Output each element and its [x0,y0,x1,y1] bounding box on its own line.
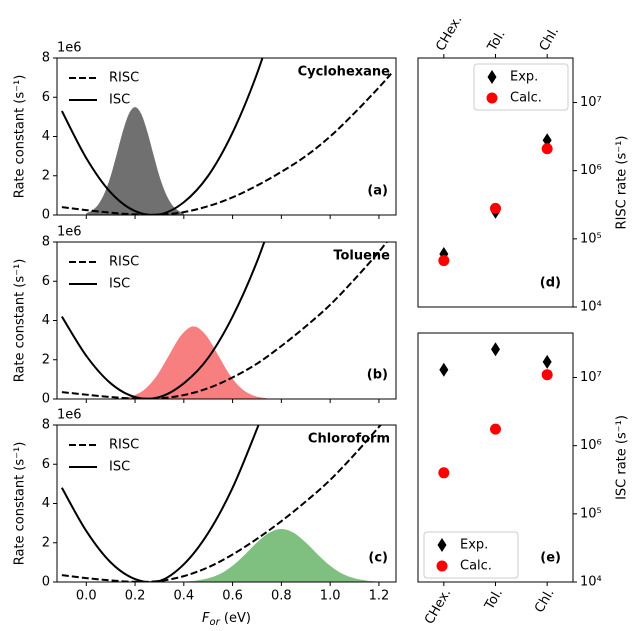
y-tick-label: 0 [42,575,50,590]
x-tick-label: 0.4 [173,589,194,604]
panel-title: Chloroform [308,432,390,447]
x-label-unit: (eV) [224,611,251,626]
y-tick-label: 2 [42,352,50,367]
y-tick-label: 8 [42,418,50,433]
panel-label: (e) [540,551,561,566]
y-tick-label: 10⁵ [580,231,602,246]
marker-circle [490,202,501,214]
marker-circle [438,467,450,479]
panel-label: (c) [368,551,388,566]
marker-circle [541,143,553,155]
rate-line [61,242,388,399]
x-tick-label: 0.2 [125,589,146,604]
y-tick-label: 2 [42,535,50,550]
x-tick-label: 1.0 [320,589,341,604]
y-axis-label: Rate constant (s⁻¹) [13,442,28,566]
legend-label: RISC [109,71,139,86]
rate-line [60,58,264,215]
x-tick-label: 1.2 [369,589,390,604]
x-tick-label: 0.8 [271,589,292,604]
rate-line [61,425,260,582]
legend-marker [436,560,448,572]
y-tick-label: 4 [42,129,50,144]
rate-line [61,242,266,399]
legend-label: RISC [109,255,139,270]
legend-label: ISC [109,460,130,475]
rate-line [61,425,383,582]
y-tick-label: 10⁶ [580,163,602,178]
panel-label: (a) [367,184,388,199]
distribution-area [120,326,267,399]
x-tick-label: Chl. [537,25,563,54]
offset-label: 1e6 [57,41,82,56]
legend-label: ISC [109,93,130,108]
plot-area [61,242,388,399]
panel-label: (d) [540,276,561,291]
marker-diamond [542,354,552,369]
x-tick-label: CHex. [433,13,465,54]
y-tick-label: 10⁷ [580,370,602,385]
y-axis-label: ISC rate (s⁻¹) [615,415,630,500]
panel-label: (b) [367,368,388,383]
legend-label: Calc. [510,91,542,106]
y-tick-label: 0 [42,392,50,407]
legend-frame [473,63,569,111]
marker-circle [438,255,450,267]
plot-area [60,58,392,215]
legend-label: Calc. [460,559,492,574]
marker-diamond [491,342,500,357]
y-tick-label: 4 [42,496,50,511]
legend-marker [487,70,497,84]
x-tick-label: Tol. [482,586,506,613]
distribution-area [183,529,379,582]
y-tick-label: 6 [42,274,50,289]
x-tick-label: 0.6 [222,589,243,604]
x-tick-label: Chl. [532,586,558,615]
y-tick-label: 10⁴ [580,300,602,315]
panel-title: Toluene [333,249,390,264]
legend-marker [437,538,447,552]
rate-line [61,73,392,215]
y-axis-label: RISC rate (s⁻¹) [615,136,630,230]
distribution-area [86,107,184,215]
plot-area [61,425,383,582]
y-tick-label: 4 [42,313,50,328]
offset-label: 1e6 [57,225,82,240]
y-tick-label: 10⁴ [580,575,602,590]
legend-label: RISC [109,438,139,453]
marker-circle [541,369,553,381]
offset-label: 1e6 [57,408,82,423]
y-tick-label: 10⁶ [580,438,602,453]
y-axis-label: Rate constant (s⁻¹) [13,259,28,383]
x-label-symbol: F [202,611,210,626]
x-label-subscript: or [210,617,221,628]
y-axis-label: Rate constant (s⁻¹) [13,75,28,199]
marker-diamond [439,362,449,377]
x-tick-label: CHex. [422,586,454,627]
panel-title: Cyclohexane [298,65,391,80]
marker-circle [490,423,501,435]
legend-marker [486,92,498,104]
y-tick-label: 0 [42,208,50,223]
marker-diamond [439,246,449,261]
y-tick-label: 2 [42,168,50,183]
legend-label: ISC [109,277,130,292]
y-tick-label: 10⁵ [580,506,602,521]
x-tick-label: Tol. [485,28,509,55]
y-tick-label: 8 [42,235,50,250]
legend-label: Exp. [510,70,538,85]
y-tick-label: 6 [42,90,50,105]
legend-frame [423,531,519,579]
y-tick-label: 6 [42,457,50,472]
y-tick-label: 8 [42,51,50,66]
x-axis-label: For (eV) [202,611,251,629]
x-tick-label: 0.0 [76,589,97,604]
y-tick-label: 10⁷ [580,95,602,110]
legend-label: Exp. [460,538,488,553]
